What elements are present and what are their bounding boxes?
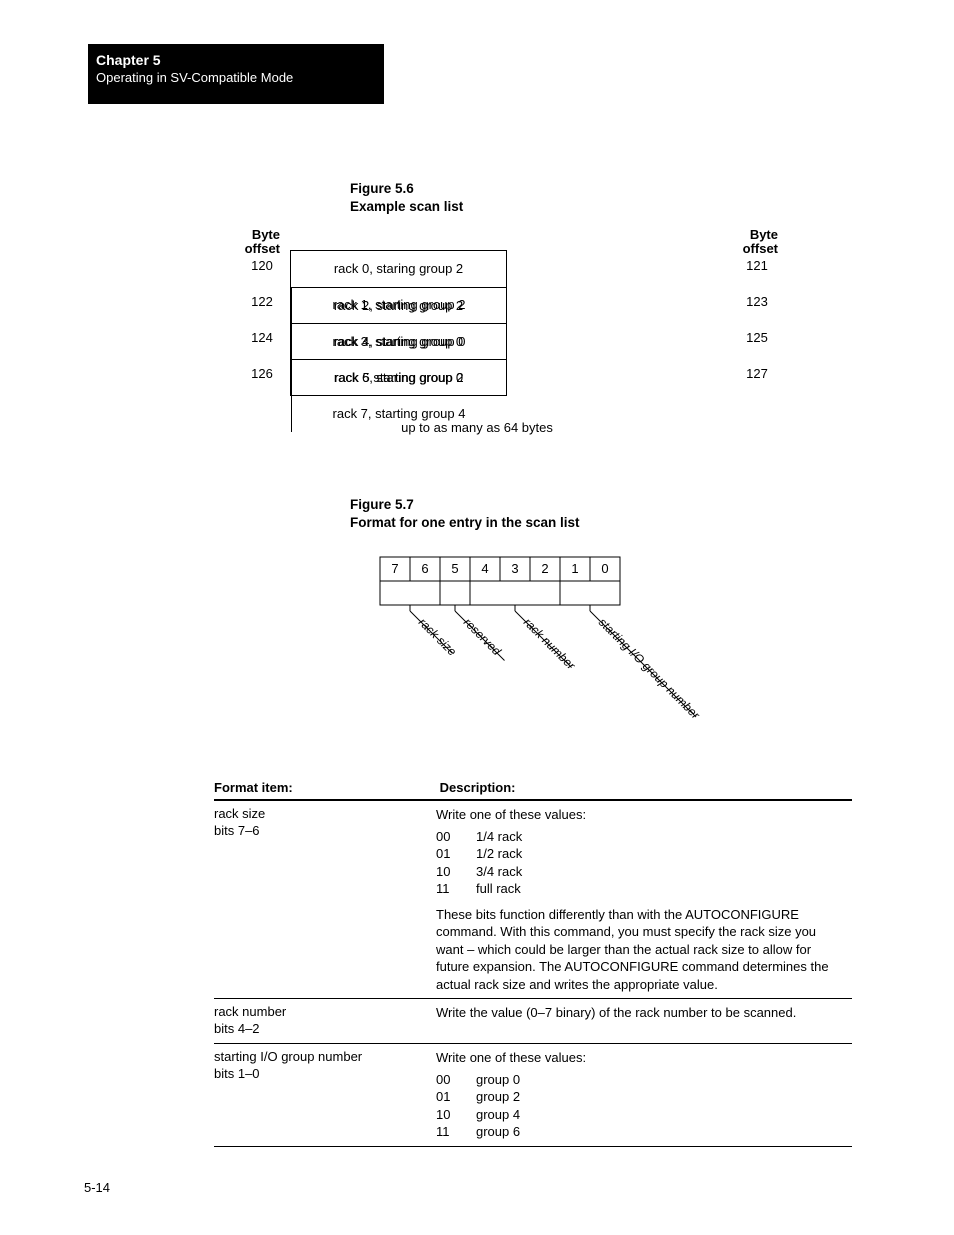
svg-text:4: 4 [481, 561, 488, 576]
offset-right: 121 [739, 258, 775, 273]
scan-list-caption: up to as many as 64 bytes [0, 420, 954, 435]
scan-list-grid: rack 0, staring group 2rack 1, starting … [290, 250, 507, 396]
value-list: 001/4 rack 011/2 rack 103/4 rack 11full … [436, 828, 846, 898]
table-cell: rack 0, staring group 2 [291, 251, 506, 287]
chapter-header: Chapter 5 Operating in SV-Compatible Mod… [88, 44, 384, 104]
format-desc: Write one of these values: 001/4 rack 01… [436, 806, 846, 993]
svg-text:5: 5 [451, 561, 458, 576]
format-item: rack size bits 7–6 [214, 806, 436, 993]
format-paragraph: These bits function differently than wit… [436, 906, 846, 994]
figure-5-7-num: Figure 5.7 [350, 497, 414, 512]
page-number: 5-14 [84, 1180, 110, 1195]
chapter-number: Chapter 5 [96, 52, 384, 68]
table-cell: rack 4, staring group 0 [291, 324, 506, 360]
svg-text:0: 0 [601, 561, 608, 576]
bit-diagram-svg: 7 6 5 4 3 2 1 0 rack sizereserved rack number star… [0, 545, 954, 765]
figure-5-6-caption: Example scan list [350, 199, 463, 214]
table-cell: rack 2, staring group 2 [291, 288, 506, 324]
offset-left: 126 [244, 366, 280, 381]
figure-5-7-title: Figure 5.7 Format for one entry in the s… [350, 496, 580, 531]
table-row: rack 0, staring group 2rack 1, starting … [291, 251, 506, 287]
table-row: rack 4, staring group 0rack 5 starting g… [291, 323, 506, 359]
svg-text:reserved: reserved [461, 615, 504, 658]
svg-text:starting I/O group number: starting I/O group number [596, 615, 703, 722]
svg-text:7: 7 [391, 561, 398, 576]
bit-layout-diagram: 7 6 5 4 3 2 1 0 rack sizereserved rack number star… [0, 545, 954, 765]
offset-right: 125 [739, 330, 775, 345]
right-byte-offset-label: Byte offset [736, 228, 778, 257]
format-desc: Write the value (0–7 binary) of the rack… [436, 1004, 846, 1038]
format-table: Format item: Description: rack size bits… [214, 780, 852, 1147]
format-table-header: Format item: Description: [214, 780, 852, 800]
format-row-rack-number: rack number bits 4–2 Write the value (0–… [214, 998, 852, 1043]
format-header-item: Format item: [214, 780, 436, 795]
svg-text:1: 1 [571, 561, 578, 576]
figure-5-6-title: Figure 5.6 Example scan list [350, 180, 463, 215]
format-row-starting-group: starting I/O group number bits 1–0 Write… [214, 1043, 852, 1147]
offset-right: 123 [739, 294, 775, 309]
offset-left: 124 [244, 330, 280, 345]
svg-text:3: 3 [511, 561, 518, 576]
svg-text:rack size: rack size [416, 615, 460, 659]
format-desc: Write one of these values: 00group 0 01g… [436, 1049, 846, 1141]
table-row: rack 6, staring group 0rack 7, starting … [291, 359, 506, 395]
chapter-subtitle: Operating in SV-Compatible Mode [96, 70, 384, 85]
figure-5-6-num: Figure 5.6 [350, 181, 414, 196]
format-item: starting I/O group number bits 1–0 [214, 1049, 436, 1141]
svg-text:2: 2 [541, 561, 548, 576]
svg-text:6: 6 [421, 561, 428, 576]
format-item: rack number bits 4–2 [214, 1004, 436, 1038]
format-row-rack-size: rack size bits 7–6 Write one of these va… [214, 800, 852, 998]
format-header-desc: Description: [440, 780, 850, 795]
value-list: 00group 0 01group 2 10group 4 11group 6 [436, 1071, 846, 1141]
left-byte-offset-label: Byte offset [238, 228, 280, 257]
figure-5-7-caption: Format for one entry in the scan list [350, 515, 580, 530]
table-row: rack 2, staring group 2rack 3, starting … [291, 287, 506, 323]
offset-left: 120 [244, 258, 280, 273]
offset-right: 127 [739, 366, 775, 381]
offset-left: 122 [244, 294, 280, 309]
svg-text:rack number: rack number [521, 615, 579, 673]
table-cell: rack 6, staring group 0 [291, 360, 506, 396]
